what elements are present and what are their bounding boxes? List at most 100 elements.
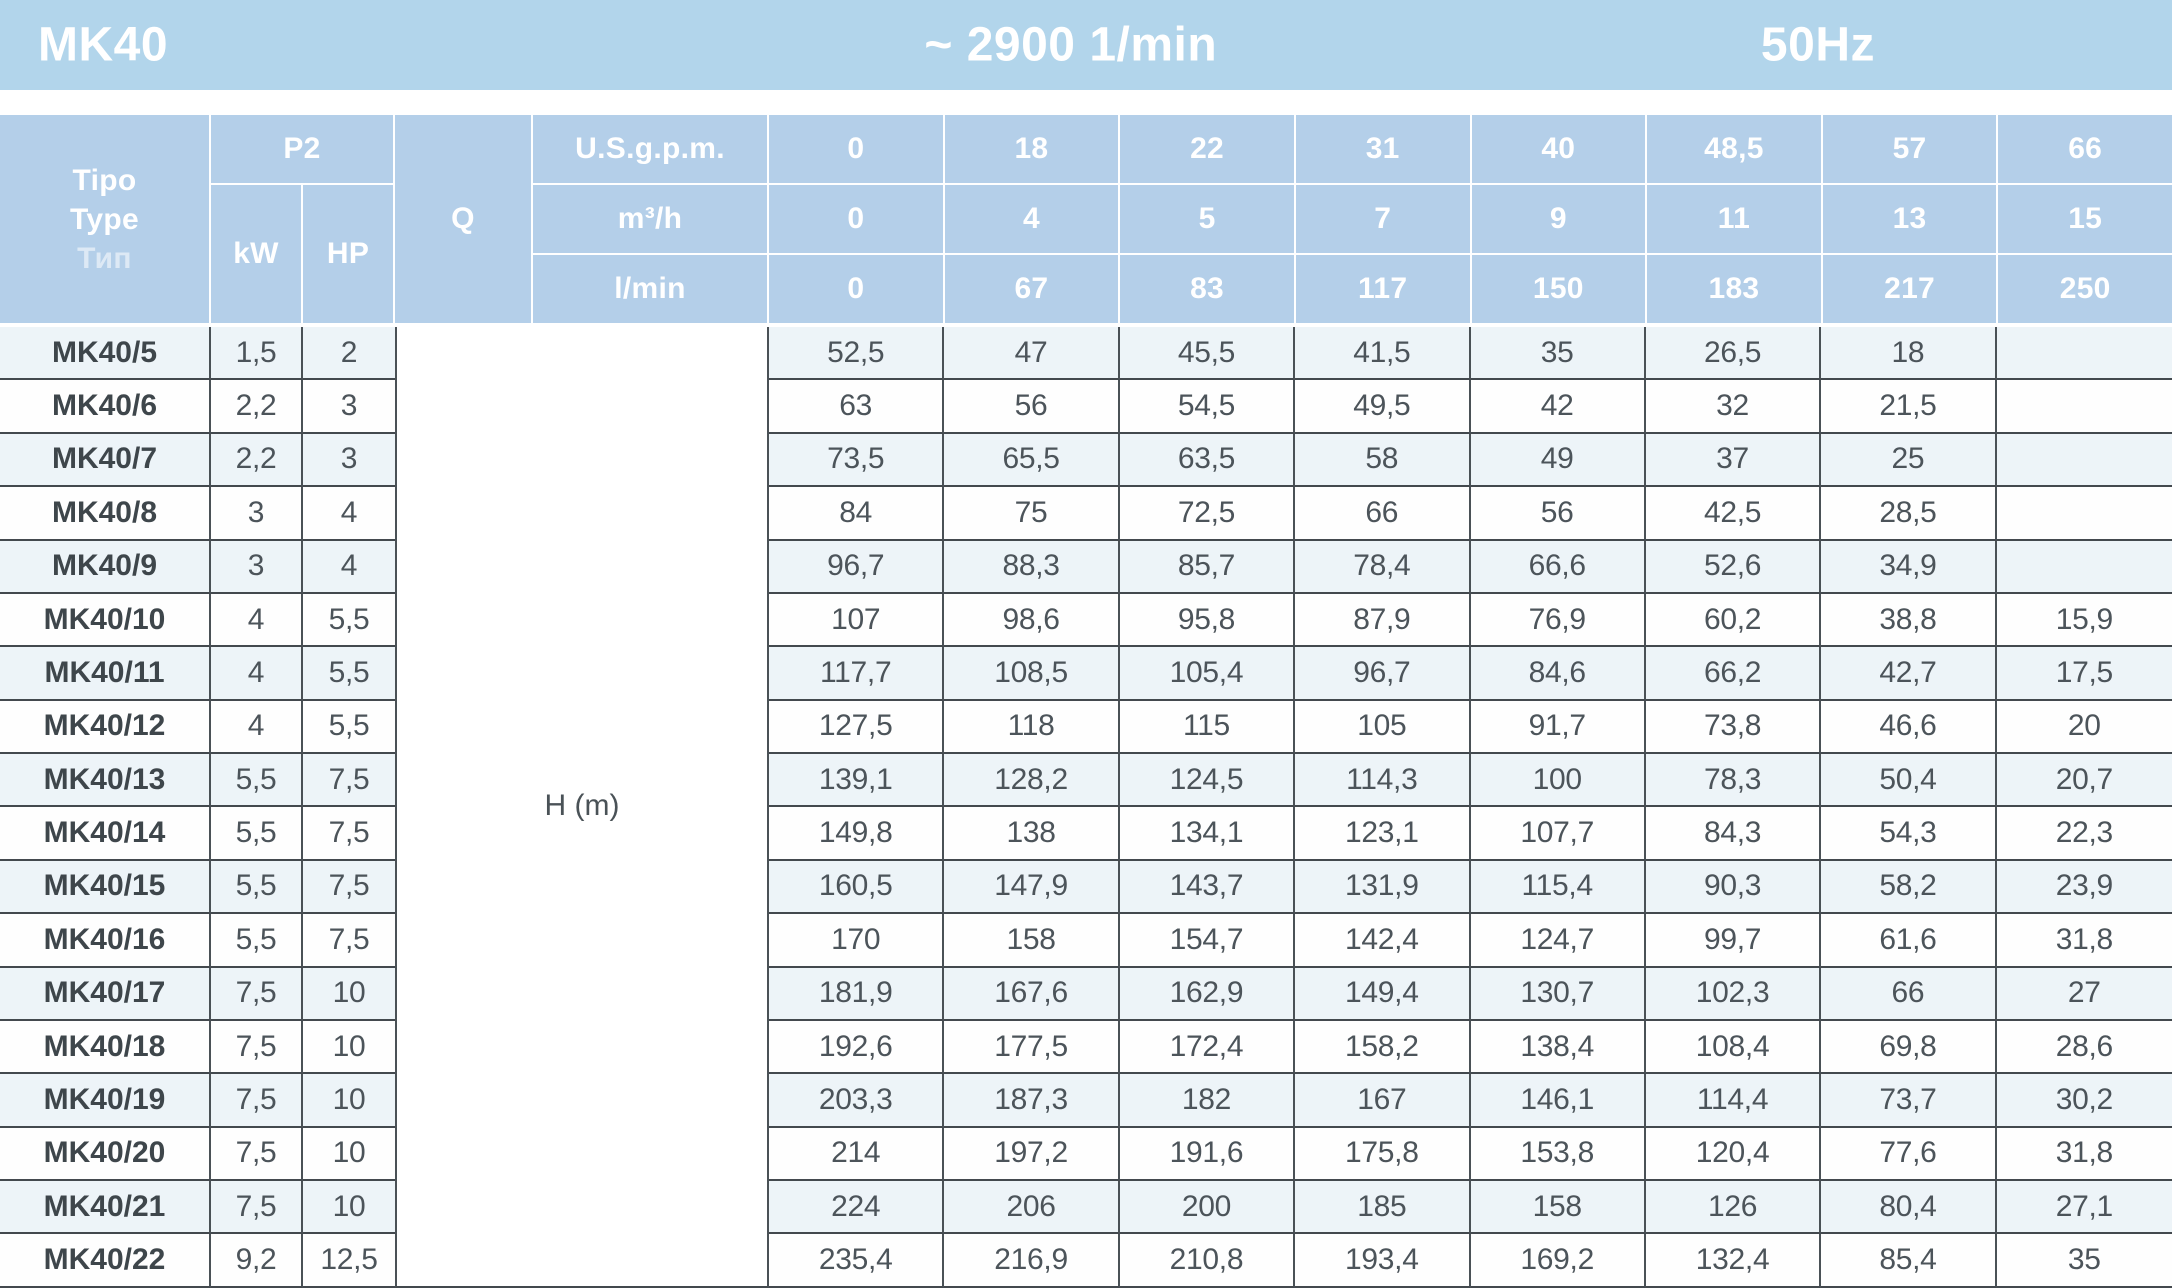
type-cell: MK40/6 [0,380,211,434]
head-value-cell: 169,2 [1470,1234,1646,1288]
kw-header-cell: kW [211,185,301,323]
title-bar: MK40 ~ 2900 1/min 50Hz [0,0,2172,90]
head-value-cell: 175,8 [1295,1127,1471,1181]
flow-value-cell: 0 [769,255,943,323]
head-value-cell: 210,8 [1119,1234,1296,1288]
head-value-cell: 69,8 [1821,1020,1997,1075]
head-value-cell: 84,6 [1470,647,1646,701]
type-header-line-ru: Тип [77,241,132,275]
head-value-cell: 124,5 [1119,754,1296,808]
head-value-cell: 235,4 [769,1234,945,1288]
head-value-cell: 66 [1295,487,1471,541]
head-value-cell: 87,9 [1295,593,1471,648]
flow-value-cell: 0 [769,115,943,183]
head-value-cell: 80,4 [1821,1181,1997,1235]
head-value-cell: 158,2 [1295,1020,1471,1075]
kw-cell: 7,5 [211,1127,303,1181]
head-value-cell: 26,5 [1645,327,1822,381]
head-value-cell: 58 [1295,433,1471,488]
head-value-cell: 42,7 [1821,647,1997,701]
head-value-cell: 114,3 [1295,754,1471,808]
head-value-cell [1996,327,2172,381]
flow-value-cell: 40 [1471,115,1646,183]
head-value-cell: 197,2 [944,1127,1120,1181]
head-value-cell: 100 [1470,754,1646,808]
type-cell: MK40/19 [0,1074,211,1128]
head-value-cell: 27 [1996,967,2172,1021]
flow-value-cell: 150 [1471,255,1646,323]
flow-value-cell: 250 [1998,255,2172,323]
head-value-cell: 108,4 [1645,1020,1822,1075]
head-value-cell: 108,5 [944,647,1120,701]
head-value-cell: 84 [769,487,945,541]
hp-cell: 4 [303,487,395,541]
head-value-cell: 54,5 [1119,380,1296,434]
kw-cell: 4 [211,647,303,701]
hp-cell: 10 [303,1074,395,1128]
head-value-cell [1996,487,2172,541]
head-value-cell: 52,6 [1645,540,1822,594]
head-value-cell [1996,540,2172,594]
head-value-cell: 107,7 [1470,807,1646,861]
head-value-cell: 167,6 [944,967,1120,1021]
head-value-cell: 20,7 [1996,754,2172,808]
head-value-cell: 187,3 [944,1074,1120,1128]
flow-value-cell: 48,5 [1647,115,1821,183]
head-value-cell: 21,5 [1821,380,1997,434]
head-value-cell: 20 [1996,700,2172,754]
head-value-cell: 181,9 [769,967,945,1021]
flow-value-cell: 7 [1295,185,1470,253]
type-cell: MK40/15 [0,860,211,915]
head-value-cell: 99,7 [1645,914,1822,968]
head-value-cell: 52,5 [769,327,945,381]
kw-cell: 5,5 [211,807,303,861]
head-value-cell: 162,9 [1119,967,1296,1021]
head-value-cell: 149,4 [1295,967,1471,1021]
head-value-cell: 84,3 [1645,807,1822,861]
kw-cell: 9,2 [211,1234,303,1288]
q-header-cell: Q [395,115,531,323]
hp-cell: 7,5 [303,807,395,861]
type-cell: MK40/10 [0,593,211,648]
kw-cell: 7,5 [211,1020,303,1075]
head-value-cell: 85,4 [1821,1234,1997,1288]
head-value-cell: 28,6 [1996,1020,2172,1075]
head-value-cell: 78,4 [1295,540,1471,594]
head-value-cell: 132,4 [1645,1234,1822,1288]
flow-value-cell: 9 [1471,185,1646,253]
head-value-cell: 146,1 [1470,1074,1646,1128]
head-value-cell: 78,3 [1645,754,1822,808]
head-value-cell: 66 [1821,967,1997,1021]
kw-cell: 7,5 [211,1181,303,1235]
head-value-cell: 18 [1821,327,1997,381]
pump-table-body: H (m) MK40/5 1,5 2 52,5 47 45,5 41,5 35 26,5 18 MK… [0,327,2172,1288]
head-value-cell: 63,5 [1119,433,1296,488]
hp-cell: 12,5 [303,1234,395,1288]
type-cell: MK40/20 [0,1127,211,1181]
hp-cell: 10 [303,967,395,1021]
type-cell: MK40/5 [0,327,211,381]
head-value-cell: 118 [944,700,1120,754]
head-value-cell: 120,4 [1645,1127,1822,1181]
hp-cell: 3 [303,433,395,488]
head-value-cell: 139,1 [769,754,945,808]
hp-cell: 3 [303,380,395,434]
head-value-cell: 203,3 [769,1074,945,1128]
head-value-cell: 42 [1470,380,1646,434]
head-value-cell: 15,9 [1996,593,2172,648]
pump-table-header: Tipo Type Тип P2 kW HP Q U.S.g.p.m. m³/h… [0,115,2172,327]
head-value-cell: 138 [944,807,1120,861]
hp-cell: 7,5 [303,754,395,808]
head-value-cell: 35 [1996,1234,2172,1288]
head-value-cell: 123,1 [1295,807,1471,861]
head-value-cell: 224 [769,1181,945,1235]
head-value-cell: 172,4 [1119,1020,1296,1075]
head-value-cell: 117,7 [769,647,945,701]
head-value-cell: 115,4 [1470,860,1646,915]
flow-unit-usgpm-cell: U.S.g.p.m. [533,115,767,183]
flow-unit-lmin-cell: l/min [533,255,767,323]
head-value-cell: 46,6 [1821,700,1997,754]
kw-cell: 2,2 [211,380,303,434]
flow-value-cell: 66 [1998,115,2172,183]
